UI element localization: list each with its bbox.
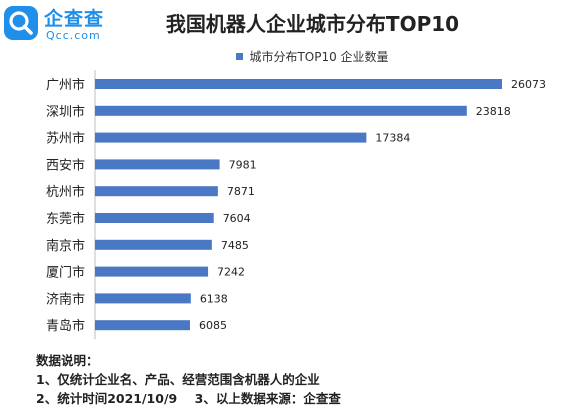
bar (95, 293, 191, 304)
category-tick-label: 深圳市 (46, 104, 85, 120)
logo-url: Qcc.com (46, 29, 101, 42)
category-tick-label: 广州市 (46, 77, 85, 93)
bar (95, 266, 209, 277)
bar-value-label: 7871 (227, 185, 255, 198)
bar-value-label: 6138 (200, 292, 228, 305)
bar (95, 186, 218, 197)
logo-icon (4, 6, 38, 40)
bar-value-label: 7981 (229, 158, 257, 171)
bar-value-label: 17384 (375, 132, 410, 145)
category-tick-label: 南京市 (46, 238, 85, 254)
bar-value-label: 7604 (223, 212, 251, 225)
chart-legend: 城市分布TOP10 企业数量 (0, 48, 565, 65)
bar-value-label: 23818 (476, 105, 511, 118)
bar-chart: 广州市 26073 深圳市 23818 苏州市 17384 西安市 7981 杭州市 7871 东莞… (46, 70, 546, 340)
bar (95, 239, 212, 250)
data-notes: 数据说明： 1、仅统计企业名、产品、经营范围含机器人的企业 2、统计时间2021… (36, 351, 341, 408)
notes-heading: 数据说明： (36, 353, 99, 368)
chart-title: 我国机器人企业城市分布TOP10 (165, 12, 460, 36)
category-tick-label: 东莞市 (46, 211, 85, 227)
category-tick-label: 青岛市 (46, 318, 85, 334)
bar-value-label: 26073 (511, 78, 546, 91)
bar (95, 132, 367, 143)
bar (95, 105, 467, 116)
legend-swatch (236, 53, 244, 60)
category-tick-label: 西安市 (46, 157, 85, 173)
brand-logo: 企查查 Qcc.com (4, 4, 124, 46)
category-tick-label: 杭州市 (46, 184, 85, 200)
bar-value-label: 6085 (199, 319, 227, 332)
category-tick-label: 济南市 (46, 291, 85, 307)
bar-value-label: 7242 (217, 266, 245, 279)
category-tick-label: 苏州市 (46, 131, 85, 147)
category-tick-label: 厦门市 (46, 265, 85, 281)
bar (95, 213, 214, 223)
bar (95, 320, 190, 331)
logo-brand-name: 企查查 (44, 8, 105, 30)
bar-value-label: 7485 (221, 239, 249, 252)
bar (95, 79, 502, 89)
legend-label: 城市分布TOP10 企业数量 (249, 50, 389, 64)
bar (95, 159, 220, 170)
notes-line-1: 1、仅统计企业名、产品、经营范围含机器人的企业 (36, 372, 320, 387)
notes-line-2: 2、统计时间2021/10/9 3、以上数据来源：企查查 (36, 391, 341, 406)
